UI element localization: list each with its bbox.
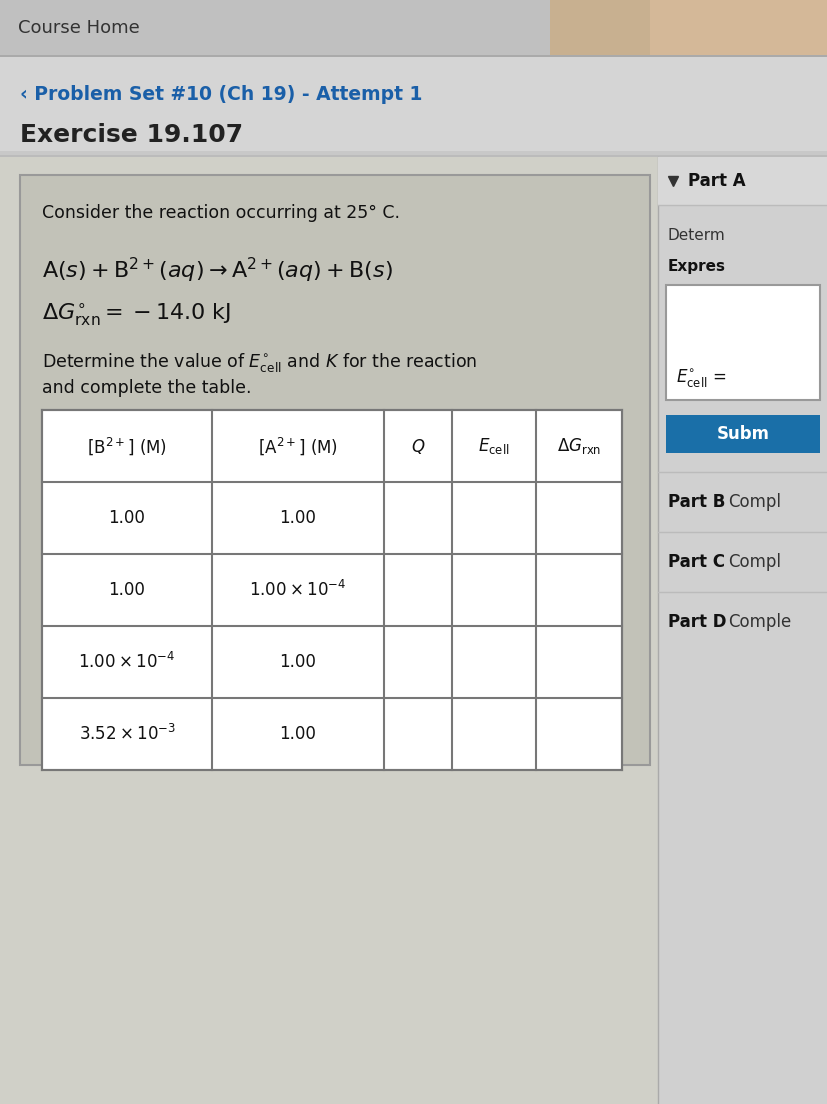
Text: Part A: Part A: [687, 172, 745, 190]
Text: and complete the table.: and complete the table.: [42, 379, 251, 397]
Text: $\Delta G^{\circ}_{\mathrm{rxn}} = -14.0\ \mathrm{kJ}$: $\Delta G^{\circ}_{\mathrm{rxn}} = -14.0…: [42, 301, 231, 328]
Text: $[\mathrm{B}^{2+}]\ \mathrm{(M)}$: $[\mathrm{B}^{2+}]\ \mathrm{(M)}$: [87, 435, 167, 457]
Text: $3.52 \times 10^{-3}$: $3.52 \times 10^{-3}$: [79, 724, 175, 744]
Text: 1.00: 1.00: [280, 509, 316, 527]
Text: $[\mathrm{A}^{2+}]\ \mathrm{(M)}$: $[\mathrm{A}^{2+}]\ \mathrm{(M)}$: [258, 435, 337, 457]
Bar: [0, 55, 827, 56]
Text: $\mathrm{A}(s)+\mathrm{B}^{2+}(aq) \rightarrow \mathrm{A}^{2+}(aq)+\mathrm{B}(s): $\mathrm{A}(s)+\mathrm{B}^{2+}(aq) \righ…: [42, 255, 392, 285]
Text: 1.00: 1.00: [108, 509, 146, 527]
Text: Part C: Part C: [667, 553, 724, 571]
Text: Comple: Comple: [727, 613, 791, 631]
Bar: [649, 0, 827, 55]
Text: 1.00: 1.00: [280, 652, 316, 671]
Bar: [0, 155, 827, 157]
Text: Part B: Part B: [667, 493, 724, 511]
Text: Exercise 19.107: Exercise 19.107: [20, 123, 243, 147]
Text: Course Home: Course Home: [18, 19, 140, 38]
Text: $1.00 \times 10^{-4}$: $1.00 \times 10^{-4}$: [79, 652, 175, 672]
Text: 1.00: 1.00: [280, 725, 316, 743]
Bar: [665, 285, 819, 400]
Bar: [42, 410, 621, 769]
Bar: [0, 0, 827, 55]
Text: Subm: Subm: [715, 425, 768, 443]
Text: Expres: Expres: [667, 259, 725, 275]
Bar: [549, 0, 827, 55]
Text: 1.00: 1.00: [108, 581, 146, 599]
Bar: [665, 415, 819, 453]
Text: ‹ Problem Set #10 (Ch 19) - Attempt 1: ‹ Problem Set #10 (Ch 19) - Attempt 1: [20, 85, 422, 105]
Text: Part D: Part D: [667, 613, 725, 631]
Text: $Q$: $Q$: [410, 436, 425, 456]
Text: $E^{\circ}_\mathrm{cell}$ =: $E^{\circ}_\mathrm{cell}$ =: [675, 367, 725, 389]
Text: $\Delta G_\mathrm{rxn}$: $\Delta G_\mathrm{rxn}$: [557, 436, 600, 456]
Bar: [0, 157, 827, 1104]
Bar: [20, 176, 649, 765]
Text: Compl: Compl: [727, 493, 780, 511]
Text: $E_\mathrm{cell}$: $E_\mathrm{cell}$: [478, 436, 509, 456]
Text: Consider the reaction occurring at 25° C.: Consider the reaction occurring at 25° C…: [42, 204, 399, 222]
Bar: [0, 56, 827, 151]
Text: Compl: Compl: [727, 553, 780, 571]
Bar: [657, 157, 827, 205]
Bar: [657, 157, 827, 1104]
Text: Determ: Determ: [667, 227, 725, 243]
Text: Determine the value of $E^{\circ}_{\mathrm{cell}}$ and $K$ for the reaction: Determine the value of $E^{\circ}_{\math…: [42, 351, 476, 374]
Bar: [419, 0, 827, 55]
Text: $1.00 \times 10^{-4}$: $1.00 \times 10^{-4}$: [249, 580, 347, 601]
